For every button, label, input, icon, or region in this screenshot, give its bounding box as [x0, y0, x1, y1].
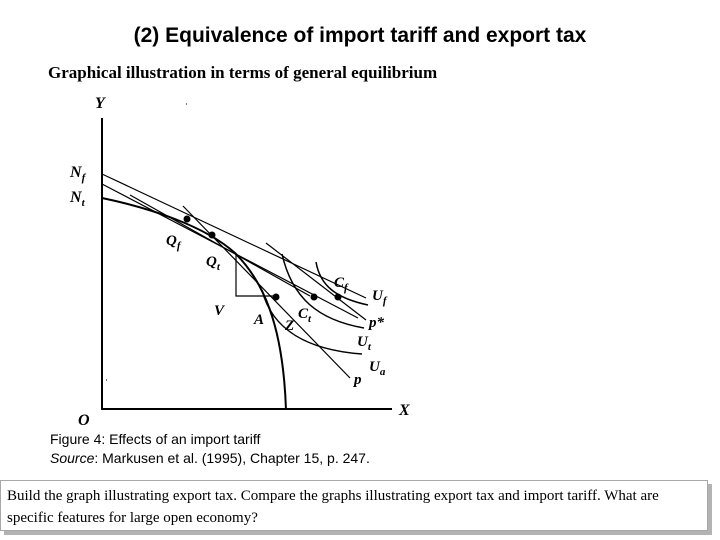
label-p-star: p*: [367, 315, 385, 331]
label-p: p: [352, 372, 362, 388]
label-x-axis: X: [398, 402, 410, 419]
label-qt: Qt: [206, 254, 221, 273]
indifference-curve-ut: [281, 253, 365, 329]
slide-subtitle: Graphical illustration in terms of gener…: [48, 63, 438, 82]
label-ut: Ut: [357, 334, 372, 353]
indifference-curve-uf: [315, 261, 369, 306]
label-v: V: [214, 303, 226, 319]
point-cf: [334, 293, 342, 301]
point-qt: [208, 231, 216, 239]
point-a: [272, 293, 280, 301]
label-nf: Nf: [69, 164, 87, 184]
production-frontier-curve: [101, 197, 287, 411]
label-ua: Ua: [369, 359, 386, 378]
trade-triangle: [235, 254, 276, 297]
tangent-line-qf: [129, 194, 311, 297]
label-qf: Qf: [166, 233, 182, 252]
label-nt: Nt: [69, 189, 86, 209]
caption-source-text: : Markusen et al. (1995), Chapter 15, p.…: [94, 450, 370, 466]
price-line-p: [182, 205, 351, 379]
caption-source-label: Source: [50, 450, 95, 466]
label-origin: O: [78, 412, 90, 429]
indifference-curve-ua: [261, 289, 363, 355]
caption-source: Source: Markusen et al. (1995), Chapter …: [50, 449, 370, 468]
label-a: A: [253, 312, 264, 328]
slide-title: (2) Equivalence of import tariff and exp…: [133, 24, 587, 47]
figure-caption: Figure 4: Effects of an import tariff So…: [50, 430, 370, 468]
label-uf: Uf: [372, 288, 388, 307]
price-line-p-star: [265, 242, 367, 321]
caption-title: Figure 4: Effects of an import tariff: [50, 431, 261, 447]
label-cf: Cf: [334, 275, 349, 294]
price-line-nf: [101, 173, 367, 299]
task-box: Build the graph illustrating export tax.…: [0, 480, 708, 531]
label-z: Z: [284, 318, 294, 334]
point-ct: [310, 293, 318, 301]
point-qf: [183, 215, 191, 223]
label-ct: Ct: [298, 306, 312, 325]
label-y-axis: Y: [95, 95, 106, 112]
